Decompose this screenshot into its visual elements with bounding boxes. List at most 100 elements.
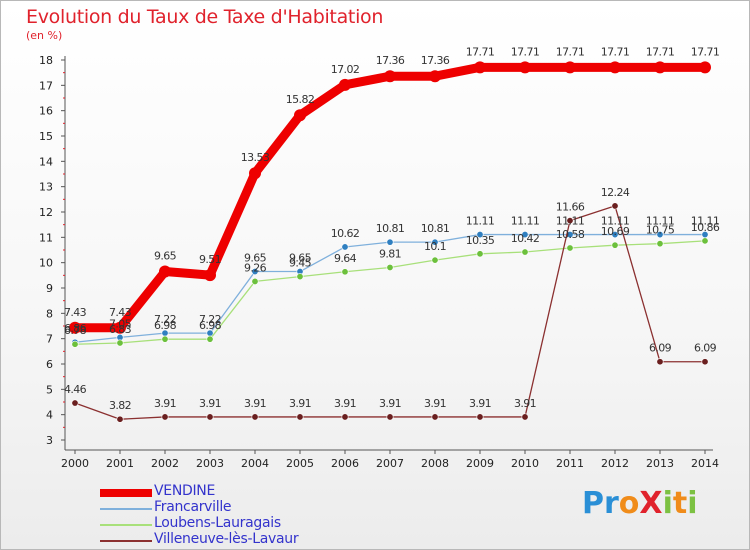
data-label: 9.65 xyxy=(244,252,267,265)
data-label: 10.81 xyxy=(421,222,450,235)
data-label: 6.09 xyxy=(649,342,672,355)
data-label: 3.91 xyxy=(244,397,266,410)
legend-swatch-loubens xyxy=(100,524,152,526)
legend-label-villeneuve: Villeneuve-lès-Lavaur xyxy=(154,531,299,547)
data-label: 17.02 xyxy=(331,63,360,76)
y-tick-label: 9 xyxy=(46,282,53,295)
chart-title: Evolution du Taux de Taxe d'Habitation xyxy=(26,6,384,28)
data-point xyxy=(204,269,216,282)
data-point xyxy=(656,231,664,239)
data-point xyxy=(161,335,169,343)
data-label: 3.91 xyxy=(379,397,401,410)
data-label: 10.75 xyxy=(646,224,675,237)
y-tick-label: 14 xyxy=(39,155,53,168)
x-tick-label: 2001 xyxy=(106,457,134,470)
x-tick-label: 2006 xyxy=(331,457,359,470)
data-point xyxy=(386,263,394,271)
data-label: 9.65 xyxy=(154,250,177,263)
data-point xyxy=(69,321,81,334)
data-label: 17.71 xyxy=(511,45,540,58)
legend-label-vendine: VENDINE xyxy=(154,483,216,499)
data-label: 10.42 xyxy=(511,232,540,245)
x-tick-label: 2007 xyxy=(376,457,404,470)
data-point xyxy=(564,61,576,74)
data-point xyxy=(431,256,439,264)
data-label: 11.66 xyxy=(556,201,585,214)
data-point xyxy=(341,243,349,251)
data-point xyxy=(251,277,259,285)
x-tick-label: 2003 xyxy=(196,457,224,470)
data-point xyxy=(476,250,484,258)
data-label: 9.65 xyxy=(289,252,312,265)
data-label: 12.24 xyxy=(601,186,630,199)
data-point xyxy=(476,231,484,239)
data-label: 7.22 xyxy=(199,313,221,326)
data-label: 17.36 xyxy=(421,54,450,67)
data-point xyxy=(474,61,486,74)
data-point xyxy=(611,202,619,210)
data-label: 10.69 xyxy=(601,225,630,238)
data-point xyxy=(206,335,214,343)
data-label: 10.58 xyxy=(556,228,585,241)
logo-letter: X xyxy=(639,486,663,521)
data-point xyxy=(71,399,79,407)
data-point xyxy=(116,415,124,423)
data-point xyxy=(251,268,259,276)
data-label: 9.45 xyxy=(289,257,312,270)
data-point xyxy=(249,167,261,180)
logo-letter: t xyxy=(672,486,688,521)
data-point xyxy=(611,231,619,239)
y-tick-label: 18 xyxy=(39,54,53,67)
data-point xyxy=(476,413,484,421)
data-point xyxy=(431,238,439,246)
legend-item-villeneuve: Villeneuve-lès-Lavaur xyxy=(100,531,380,548)
data-point xyxy=(431,413,439,421)
data-point xyxy=(566,217,574,225)
data-point xyxy=(206,413,214,421)
x-tick-label: 2012 xyxy=(601,457,629,470)
data-point xyxy=(656,240,664,248)
data-point xyxy=(654,61,666,74)
y-tick-label: 17 xyxy=(39,79,53,92)
data-label: 13.53 xyxy=(241,151,270,164)
logo-letter: r xyxy=(604,486,619,521)
x-tick-label: 2011 xyxy=(556,457,584,470)
y-tick-label: 11 xyxy=(39,231,53,244)
data-label: 17.36 xyxy=(376,54,405,67)
data-label: 17.71 xyxy=(691,45,720,58)
data-label: 3.91 xyxy=(424,397,446,410)
legend-label-loubens: Loubens-Lauragais xyxy=(154,515,281,531)
data-point xyxy=(521,413,529,421)
proxiti-logo: ProXiti xyxy=(582,486,698,521)
data-label: 9.26 xyxy=(244,261,267,274)
data-point xyxy=(566,244,574,252)
data-label: 3.91 xyxy=(334,397,356,410)
data-label: 10.35 xyxy=(466,234,495,247)
data-label: 11.11 xyxy=(691,215,720,228)
logo-letter: i xyxy=(687,486,698,521)
y-tick-label: 5 xyxy=(46,383,53,396)
logo-letter: P xyxy=(582,486,604,521)
data-label: 3.91 xyxy=(199,397,221,410)
data-point xyxy=(296,273,304,281)
data-label: 9.81 xyxy=(379,247,401,260)
y-tick-label: 6 xyxy=(46,358,53,371)
data-label: 6.86 xyxy=(64,322,87,335)
legend-swatch-villeneuve xyxy=(100,540,152,542)
data-point xyxy=(521,248,529,256)
data-point xyxy=(429,70,441,83)
x-tick-label: 2014 xyxy=(691,457,719,470)
data-point xyxy=(656,358,664,366)
data-label: 11.11 xyxy=(511,215,540,228)
data-label: 9.64 xyxy=(334,252,357,265)
data-point xyxy=(294,109,306,122)
data-label: 6.98 xyxy=(154,319,177,332)
data-point xyxy=(341,413,349,421)
data-label: 7.05 xyxy=(109,317,132,330)
data-label: 10.1 xyxy=(424,240,446,253)
chart-unit: (en %) xyxy=(26,29,63,42)
data-point xyxy=(609,61,621,74)
data-point xyxy=(611,241,619,249)
